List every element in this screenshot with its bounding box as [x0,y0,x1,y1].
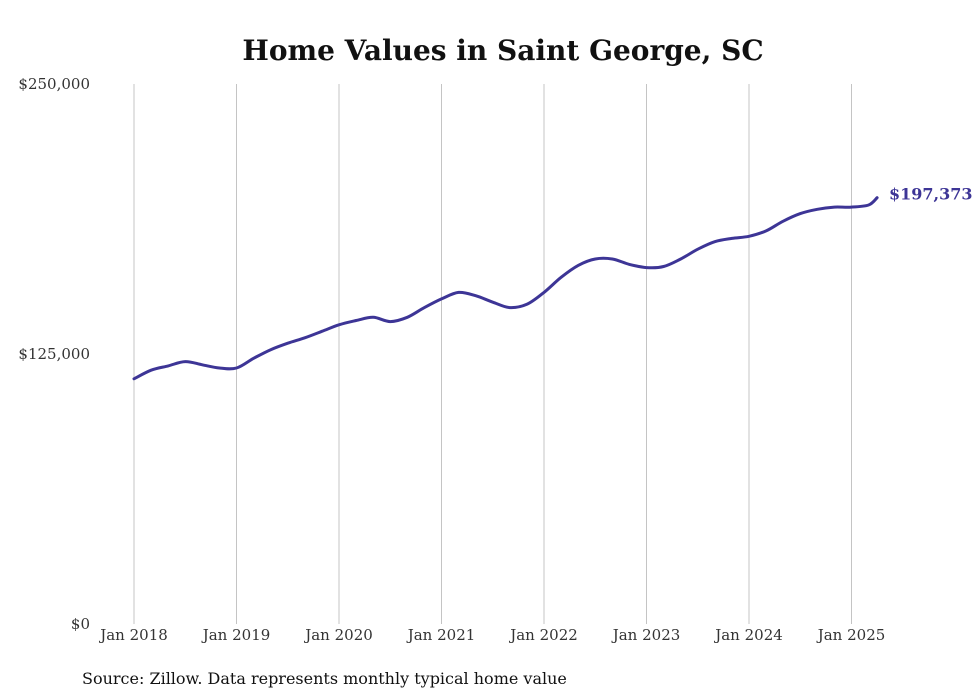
x-tick-label: Jan 2020 [303,626,373,644]
y-tick-label: $125,000 [18,345,90,363]
vertical-gridlines [133,84,852,624]
x-axis-tick-labels: Jan 2018 Jan 2019 Jan 2020 Jan 2021 Jan 2022… [98,626,885,644]
x-tick-label: Jan 2022 [508,626,578,644]
x-tick-label: Jan 2018 [98,626,168,644]
y-axis-tick-labels: $0 $125,000 $250,000 [18,75,90,633]
home-value-series-line [132,196,879,381]
x-tick-label: Jan 2023 [611,626,681,644]
chart-title: Home Values in Saint George, SC [242,34,763,67]
source-note: Source: Zillow. Data represents monthly … [82,669,567,688]
y-tick-label: $250,000 [18,75,90,93]
y-tick-label: $0 [71,615,90,633]
x-tick-label: Jan 2019 [201,626,271,644]
x-tick-label: Jan 2025 [816,626,886,644]
x-tick-label: Jan 2021 [406,626,476,644]
x-tick-label: Jan 2024 [713,626,783,644]
latest-value-label: $197,373 [889,185,973,204]
